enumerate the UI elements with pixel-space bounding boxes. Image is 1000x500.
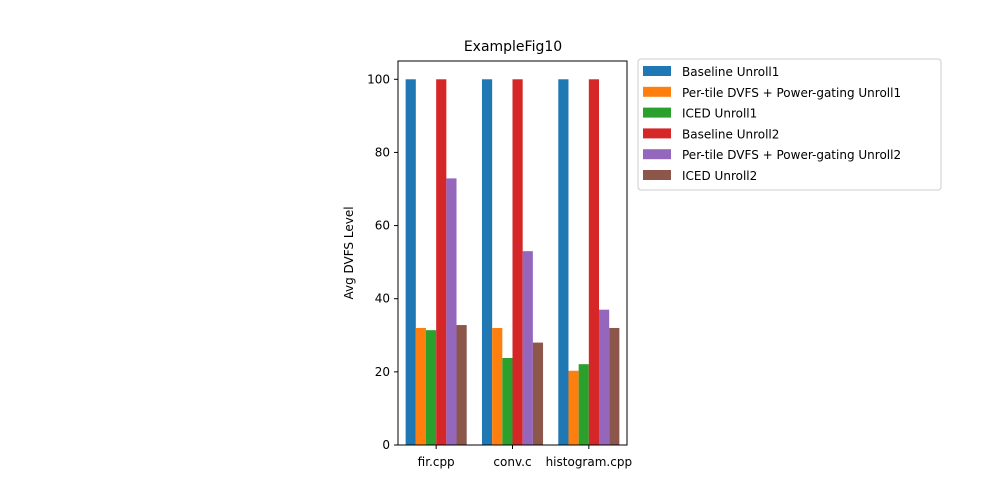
legend-label: Baseline Unroll1 bbox=[682, 65, 779, 79]
legend-label: Baseline Unroll2 bbox=[682, 127, 779, 141]
legend-swatch bbox=[643, 86, 671, 97]
y-tick-label: 20 bbox=[375, 365, 390, 379]
bar bbox=[522, 251, 533, 445]
legend-label: ICED Unroll1 bbox=[682, 107, 757, 121]
legend-frame bbox=[637, 58, 942, 191]
bar bbox=[456, 325, 467, 445]
bar bbox=[405, 79, 416, 445]
bar bbox=[609, 327, 620, 445]
legend-label: ICED Unroll2 bbox=[682, 169, 757, 183]
legend-swatch bbox=[643, 107, 671, 118]
y-tick-label: 100 bbox=[367, 72, 390, 86]
y-tick-label: 80 bbox=[375, 145, 390, 159]
bar bbox=[436, 79, 447, 445]
legend-swatch bbox=[643, 149, 671, 160]
bar bbox=[502, 357, 513, 445]
bar bbox=[446, 178, 457, 445]
x-tick-label: fir.cpp bbox=[418, 455, 455, 469]
y-tick-label: 40 bbox=[375, 292, 390, 306]
legend-swatch bbox=[643, 170, 671, 180]
bar bbox=[588, 79, 600, 445]
bar bbox=[532, 342, 544, 445]
bar bbox=[415, 327, 426, 445]
bar bbox=[578, 364, 589, 445]
chart-title: ExampleFig10 bbox=[464, 39, 562, 55]
x-axis: fir.cpp conv.c histogram.cpp bbox=[418, 445, 632, 469]
x-tick-label: conv.c bbox=[493, 455, 531, 469]
legend-label: Per-tile DVFS + Power-gating Unroll1 bbox=[682, 86, 901, 100]
legend-swatch bbox=[643, 66, 671, 76]
y-axis-label: Avg DVFS Level bbox=[342, 206, 356, 299]
plot-area bbox=[405, 79, 620, 445]
bar bbox=[512, 79, 523, 445]
y-tick-label: 60 bbox=[375, 219, 390, 233]
bar bbox=[492, 327, 503, 445]
legend-swatch bbox=[643, 128, 671, 139]
bar bbox=[568, 370, 579, 445]
x-tick-label: histogram.cpp bbox=[546, 455, 632, 469]
legend: Baseline Unroll1 Per-tile DVFS + Power-ga… bbox=[637, 58, 942, 191]
bar bbox=[558, 79, 569, 445]
y-axis: 0 20 40 60 80 100 bbox=[367, 72, 398, 452]
bar bbox=[481, 79, 493, 445]
bar bbox=[425, 330, 437, 445]
y-tick-label: 0 bbox=[382, 438, 390, 452]
legend-label: Per-tile DVFS + Power-gating Unroll2 bbox=[682, 148, 901, 162]
bar bbox=[599, 309, 610, 445]
